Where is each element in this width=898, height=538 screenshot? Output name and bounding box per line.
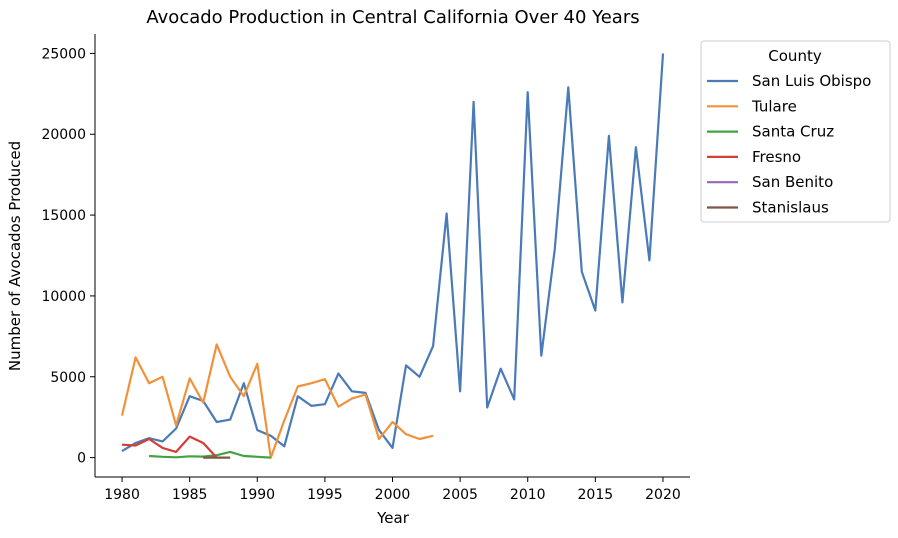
legend: County San Luis Obispo Tulare Santa Cruz Fr… — [700, 40, 891, 223]
x-axis-label: Year — [376, 509, 410, 527]
x-tick-label: 2015 — [578, 487, 614, 503]
x-tick-label: 2010 — [510, 487, 546, 503]
legend-item-santa-cruz: Santa Cruz — [707, 123, 834, 141]
legend-frame — [700, 40, 891, 223]
y-tick-label: 10000 — [41, 289, 86, 305]
series-line-santa-cruz — [149, 450, 271, 459]
legend-entries: San Luis Obispo Tulare Santa Cruz Fresno San… — [707, 72, 871, 217]
x-tick-label: 2000 — [375, 487, 411, 503]
x-tick-label: 1980 — [104, 487, 140, 503]
y-axis-label: Number of Avocados Produced — [6, 141, 24, 371]
x-tick-label: 1990 — [239, 487, 275, 503]
series-lines — [120, 53, 665, 459]
chart-title: Avocado Production in Central California… — [146, 7, 639, 28]
y-tick-label: 25000 — [41, 46, 86, 62]
y-ticks: 0 5000 10000 15000 20000 25000 — [41, 46, 95, 467]
series-line-tulare — [120, 343, 434, 459]
legend-item-tulare: Tulare — [707, 97, 797, 115]
legend-label: San Benito — [752, 173, 833, 191]
legend-label: Tulare — [751, 97, 797, 115]
series-line-san-luis-obispo — [121, 53, 665, 453]
y-tick-label: 0 — [77, 451, 86, 467]
y-tick-label: 20000 — [41, 127, 86, 143]
series-line-fresno — [121, 435, 218, 459]
legend-item-san-luis-obispo: San Luis Obispo — [707, 72, 871, 90]
x-tick-label: 1985 — [172, 487, 208, 503]
y-tick-label: 15000 — [41, 208, 86, 224]
legend-label: Stanislaus — [752, 199, 829, 217]
x-ticks: 1980 1985 1990 1995 2000 2005 2010 2015 2020 — [104, 477, 681, 503]
legend-item-san-benito: San Benito — [707, 173, 833, 191]
x-tick-label: 2005 — [442, 487, 478, 503]
y-tick-label: 5000 — [50, 370, 86, 386]
x-tick-label: 1995 — [307, 487, 343, 503]
legend-item-stanislaus: Stanislaus — [707, 199, 829, 217]
legend-label: San Luis Obispo — [752, 72, 871, 90]
legend-label: Fresno — [752, 148, 801, 166]
x-tick-label: 2020 — [645, 487, 681, 503]
legend-title: County — [768, 47, 822, 65]
legend-item-fresno: Fresno — [707, 148, 801, 166]
legend-label: Santa Cruz — [752, 123, 834, 141]
